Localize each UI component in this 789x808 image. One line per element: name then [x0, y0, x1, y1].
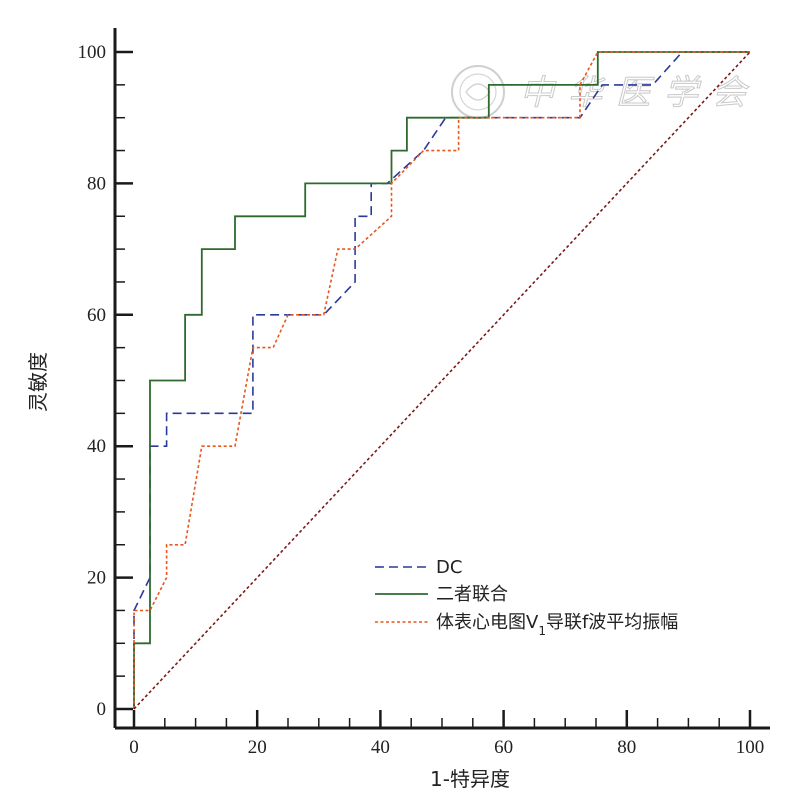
x-tick-label: 60	[494, 737, 513, 758]
x-tick-label: 100	[736, 737, 765, 758]
y-tick-label: 20	[87, 568, 106, 589]
series-line-2	[133, 51, 750, 709]
y-axis-title: 灵敏度	[26, 352, 50, 412]
watermark: 中华医学会	[451, 65, 760, 119]
x-tick-label: 40	[371, 737, 390, 758]
x-tick-label: 20	[248, 737, 267, 758]
legend-entry: DC	[375, 557, 462, 578]
legend-entry: 体表心电图V1导联f波平均振幅	[375, 612, 678, 638]
watermark-text: 中华医学会	[520, 73, 760, 113]
y-tick-label: 100	[78, 42, 107, 63]
y-tick-label: 40	[87, 436, 106, 457]
x-tick-label: 80	[617, 737, 636, 758]
y-tick-label: 80	[87, 173, 106, 194]
series-line-3	[133, 51, 750, 709]
x-tick-label: 0	[129, 737, 139, 758]
reference-diagonal-line	[133, 51, 751, 710]
axis-labels: 0 20 40 60 80 100 0 20 40 60 80 100 1-特异度 灵敏度	[26, 42, 764, 791]
legend-label: 体表心电图V1导联f波平均振幅	[436, 612, 678, 638]
plot-curves	[133, 51, 751, 710]
series-line-1	[133, 51, 750, 709]
watermark-seal	[451, 65, 505, 119]
legend-label: 二者联合	[436, 584, 508, 605]
axes	[113, 28, 770, 730]
y-tick-label: 60	[87, 305, 106, 326]
x-axis-title: 1-特异度	[430, 767, 510, 791]
legend-entry: 二者联合	[375, 584, 508, 605]
legend-label: DC	[436, 557, 462, 578]
y-tick-label: 0	[97, 699, 107, 720]
